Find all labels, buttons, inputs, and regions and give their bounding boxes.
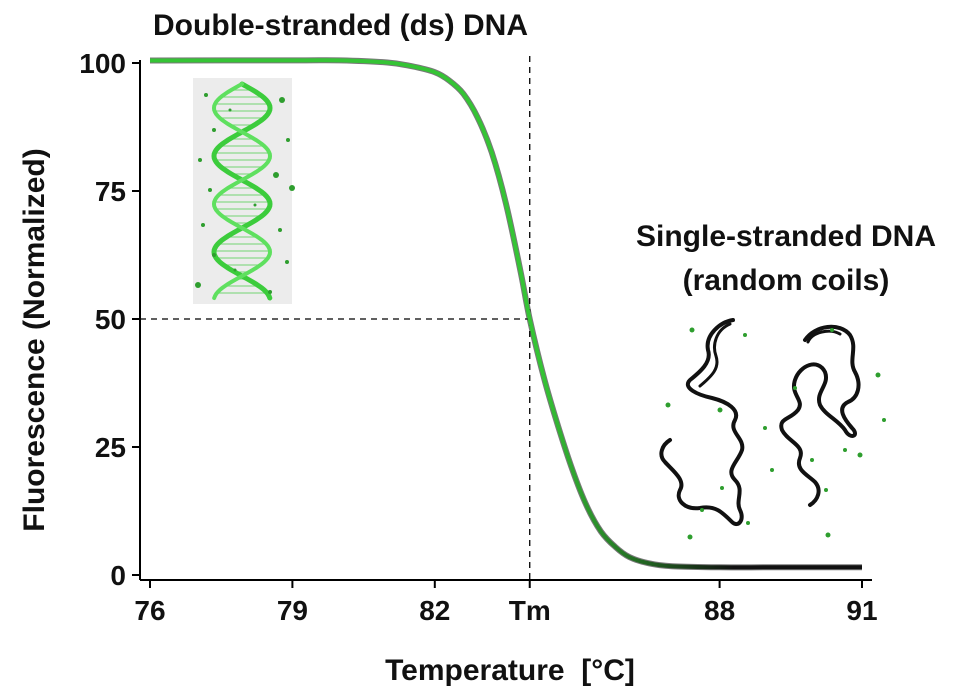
fluorescent-dot <box>212 128 216 132</box>
fluorescent-dot <box>289 185 295 191</box>
y-tick-label: 75 <box>95 176 126 207</box>
y-tick-label: 50 <box>95 304 126 335</box>
fluorescent-dot <box>195 282 201 288</box>
fluorescent-dot <box>273 172 279 178</box>
fluorescent-dot <box>810 458 814 462</box>
coil-strand-right <box>779 324 861 507</box>
fluorescent-dot <box>279 97 285 103</box>
x-tick-label: 82 <box>419 595 450 626</box>
y-tick-label: 100 <box>79 48 126 79</box>
ss-dna-label-line1: Single-stranded DNA <box>636 220 936 253</box>
helix-background-box <box>193 78 292 304</box>
helix-fluorescent-dots <box>195 93 295 294</box>
coil-strand-right-b <box>806 329 842 344</box>
ss-dna-coils-illustration <box>659 318 886 540</box>
fluorescent-dot <box>689 327 695 333</box>
fluorescent-dot <box>204 93 208 97</box>
coil-fluorescent-dots <box>665 327 886 540</box>
x-tick-label: 76 <box>134 595 165 626</box>
x-tick-label: Tm <box>509 595 551 626</box>
fluorescent-dot <box>720 486 724 490</box>
x-tick-label: 88 <box>704 595 735 626</box>
fluorescent-dot <box>770 468 774 472</box>
x-ticks: 76 79 82 Tm 88 91 <box>134 580 878 626</box>
fluorescent-dot <box>228 108 232 112</box>
fluorescent-dot <box>253 203 257 207</box>
ds-dna-label: Double-stranded (ds) DNA <box>153 9 528 42</box>
fluorescent-dot <box>198 158 202 162</box>
fluorescent-dot <box>763 426 767 430</box>
fluorescent-dot <box>793 386 797 390</box>
fluorescent-dot <box>687 534 693 540</box>
fluorescent-dot <box>700 508 704 512</box>
x-tick-label: 79 <box>277 595 308 626</box>
ss-dna-label-line2: (random coils) <box>683 264 890 297</box>
fluorescent-dot <box>278 228 282 232</box>
fluorescent-dot <box>746 521 750 525</box>
x-tick-label: 91 <box>846 595 877 626</box>
fluorescent-dot <box>743 333 747 337</box>
fluorescent-dot <box>830 328 834 332</box>
y-tick-label: 25 <box>95 432 126 463</box>
fluorescent-dot <box>286 138 290 142</box>
helix-strand-a <box>211 81 273 301</box>
fluorescent-dot <box>208 188 212 192</box>
fluorescent-dot <box>285 260 289 264</box>
y-ticks: 0 25 50 75 100 <box>79 48 140 591</box>
helix-strand-b <box>211 82 273 300</box>
fluorescent-dot <box>212 253 216 257</box>
x-axis-title: Temperature [°C] <box>385 654 635 687</box>
y-tick-label: 0 <box>110 560 126 591</box>
melting-curve <box>149 58 862 570</box>
fluorescent-dot <box>201 223 205 227</box>
fluorescent-dot <box>882 418 886 422</box>
fluorescent-dot <box>824 488 828 492</box>
fluorescent-dot <box>857 452 863 458</box>
fluorescent-dot <box>233 268 237 272</box>
coil-strand-left-b <box>698 322 732 388</box>
fluorescent-dot <box>825 532 831 538</box>
ds-dna-helix-illustration <box>193 78 295 304</box>
fluorescent-dot <box>268 290 272 294</box>
fluorescent-dot <box>843 448 847 452</box>
fluorescent-dot <box>875 372 881 378</box>
fluorescent-dot <box>717 407 723 413</box>
coil-strand-left <box>659 318 745 527</box>
y-axis-title: Fluorescence (Normalized) <box>18 148 51 531</box>
fluorescent-dot <box>665 402 671 408</box>
